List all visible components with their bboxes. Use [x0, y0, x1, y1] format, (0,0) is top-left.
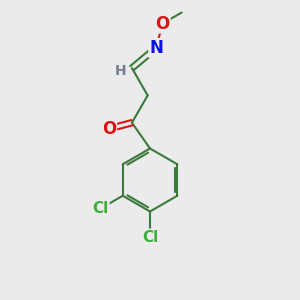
- Text: H: H: [115, 64, 126, 77]
- Text: Cl: Cl: [142, 230, 158, 244]
- Text: O: O: [102, 120, 116, 138]
- Text: O: O: [155, 14, 170, 32]
- Text: N: N: [149, 39, 163, 57]
- Text: Cl: Cl: [92, 201, 109, 216]
